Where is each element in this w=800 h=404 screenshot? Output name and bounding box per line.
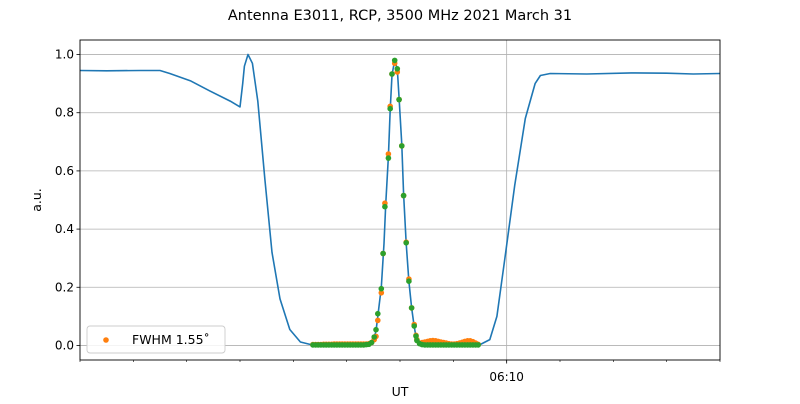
point-fwhm bbox=[375, 317, 381, 324]
point-fit bbox=[391, 57, 398, 64]
legend-box bbox=[86, 325, 226, 354]
point-fwhm bbox=[385, 151, 392, 157]
x-tick-label: 06:10 bbox=[489, 370, 524, 384]
point-fit bbox=[368, 339, 375, 346]
point-fit bbox=[387, 105, 394, 112]
legend-label-fwhm: FWHM 1.55˚ bbox=[132, 332, 210, 347]
point-fit bbox=[413, 333, 419, 339]
point-fit bbox=[399, 143, 405, 149]
y-axis-label: a.u. bbox=[29, 188, 44, 212]
point-fit bbox=[406, 278, 412, 285]
y-tick-label: 0.6 bbox=[55, 164, 74, 178]
point-fit bbox=[394, 66, 401, 72]
point-fit bbox=[375, 310, 381, 317]
y-tick-label: 0.2 bbox=[55, 280, 74, 294]
plot-area bbox=[79, 53, 721, 348]
point-fit bbox=[371, 334, 378, 340]
y-tick-label: 0.0 bbox=[55, 338, 74, 352]
axes-frame bbox=[79, 39, 721, 361]
legend: FWHM 1.55˚ bbox=[86, 325, 226, 354]
point-fit bbox=[403, 240, 410, 246]
y-tick-label: 0.8 bbox=[55, 106, 74, 120]
grid bbox=[80, 40, 720, 360]
point-fit bbox=[373, 326, 379, 333]
point-fit bbox=[382, 203, 388, 210]
point-fit bbox=[389, 71, 395, 77]
y-tick-label: 0.4 bbox=[55, 222, 74, 236]
ticks: 0.0 0.2 0.4 0.6 0.8 1.0 06:10 bbox=[55, 48, 721, 384]
point-fit bbox=[380, 250, 386, 257]
series-fwhm bbox=[310, 60, 482, 348]
point-fit bbox=[411, 323, 418, 329]
legend-marker-fwhm bbox=[103, 337, 109, 343]
point-fit bbox=[475, 342, 482, 348]
chart-title: Antenna E3011, RCP, 3500 MHz 2021 March … bbox=[228, 8, 572, 24]
x-axis-label: UT bbox=[392, 384, 409, 399]
series-fit bbox=[310, 57, 482, 348]
point-fit bbox=[378, 285, 385, 292]
y-tick-label: 1.0 bbox=[55, 48, 74, 62]
point-fit bbox=[400, 192, 407, 199]
point-fit bbox=[408, 305, 415, 311]
point-fit bbox=[385, 155, 392, 161]
series-line-line bbox=[79, 53, 721, 346]
point-fwhm bbox=[378, 290, 385, 296]
point-fit bbox=[396, 96, 402, 103]
